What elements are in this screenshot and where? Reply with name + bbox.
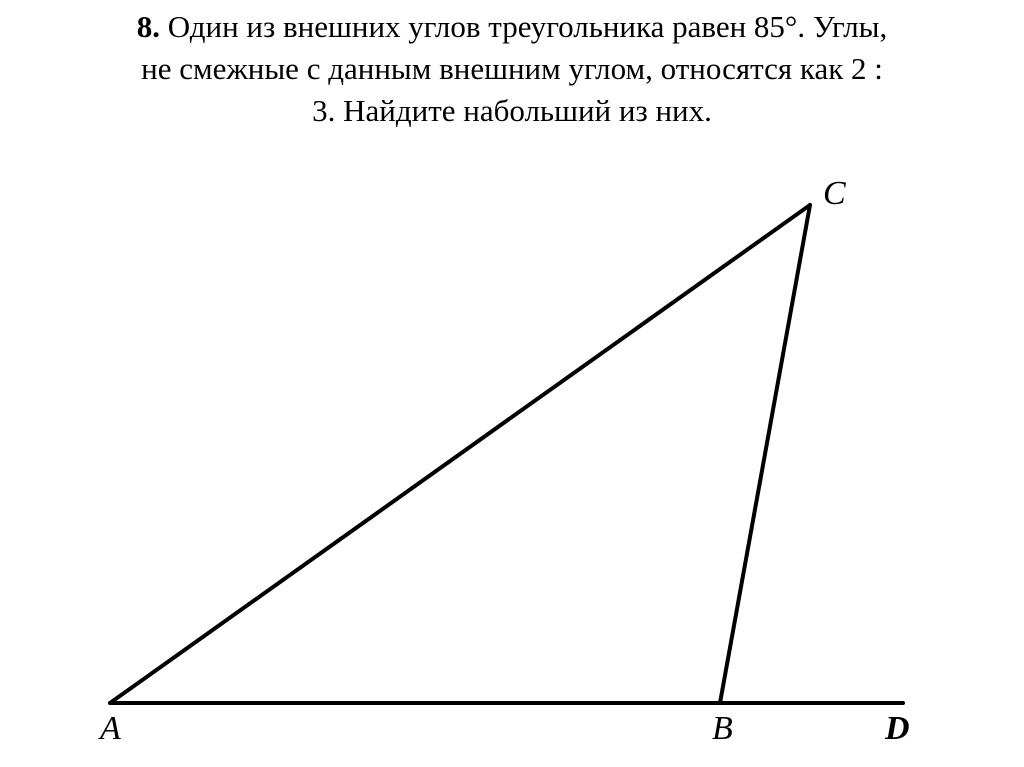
label-A: A xyxy=(100,710,121,748)
label-D: D xyxy=(885,710,910,748)
label-B: B xyxy=(712,710,733,748)
segment-AC xyxy=(110,205,810,703)
label-C: C xyxy=(823,175,846,213)
triangle-diagram xyxy=(0,0,1024,767)
segment-BC xyxy=(720,205,810,703)
